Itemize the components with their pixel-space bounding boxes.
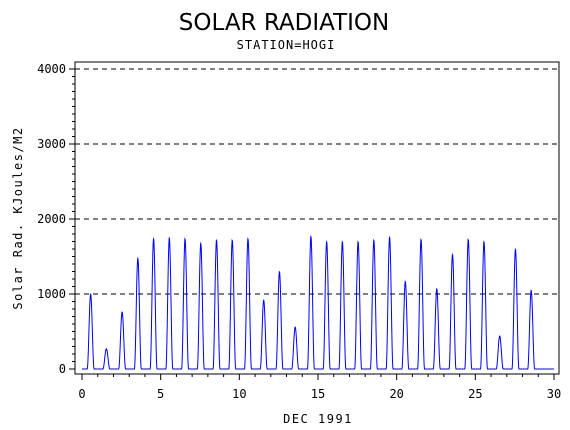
peak-point-day-23 (436, 288, 438, 290)
y-tick-label-3000: 3000 (37, 137, 66, 151)
y-tick-labels: 0 1000 2000 3000 4000 (37, 62, 66, 376)
x-tick-label-5: 5 (157, 387, 164, 401)
peak-point-day-12 (263, 299, 265, 301)
peak-point-day-28 (514, 248, 516, 250)
x-tick-label-25: 25 (468, 387, 482, 401)
peak-point-day-9 (215, 239, 217, 241)
grid-lines (75, 68, 559, 295)
peak-point-day-8 (200, 242, 202, 244)
peak-point-day-29 (530, 289, 532, 291)
x-tick-label-30: 30 (547, 387, 561, 401)
peak-point-day-1 (89, 293, 91, 295)
peak-point-day-5 (152, 237, 154, 239)
y-tick-label-0: 0 (59, 362, 66, 376)
peak-point-day-21 (404, 280, 406, 282)
x-tick-label-20: 20 (389, 387, 403, 401)
peak-point-day-2 (105, 348, 107, 350)
peak-point-day-4 (137, 257, 139, 259)
x-tick-label-10: 10 (232, 387, 246, 401)
peak-point-day-6 (168, 237, 170, 239)
peak-point-day-14 (294, 326, 296, 328)
peak-point-day-19 (373, 239, 375, 241)
peak-point-day-18 (357, 240, 359, 242)
axis-ticks (69, 68, 555, 380)
chart-subtitle: STATION=HOGI (237, 38, 336, 52)
series-line-solar-radiation (82, 235, 554, 370)
x-tick-label-15: 15 (311, 387, 325, 401)
peak-point-day-25 (467, 238, 469, 240)
x-tick-label-0: 0 (78, 387, 85, 401)
y-tick-label-1000: 1000 (37, 287, 66, 301)
peak-point-day-13 (278, 270, 280, 272)
chart-title: SOLAR RADIATION (179, 10, 389, 36)
peak-point-day-16 (325, 240, 327, 242)
peak-point-day-3 (121, 311, 123, 313)
y-tick-label-4000: 4000 (37, 62, 66, 76)
x-tick-labels: 0 5 10 15 20 25 30 (78, 387, 561, 401)
peak-point-day-10 (231, 239, 233, 241)
peak-point-day-26 (483, 240, 485, 242)
y-tick-label-2000: 2000 (37, 212, 66, 226)
peak-point-day-7 (184, 237, 186, 239)
peak-point-day-24 (451, 253, 453, 255)
peak-point-day-20 (388, 236, 390, 238)
plot-frame (74, 61, 560, 375)
peak-point-day-15 (310, 235, 312, 237)
peak-point-day-17 (341, 240, 343, 242)
peak-point-day-11 (247, 237, 249, 239)
peak-point-day-22 (420, 238, 422, 240)
y-axis-label: Solar Rad. KJoules/M2 (11, 126, 25, 309)
peak-point-day-27 (499, 335, 501, 337)
x-axis-label: DEC 1991 (283, 412, 353, 426)
